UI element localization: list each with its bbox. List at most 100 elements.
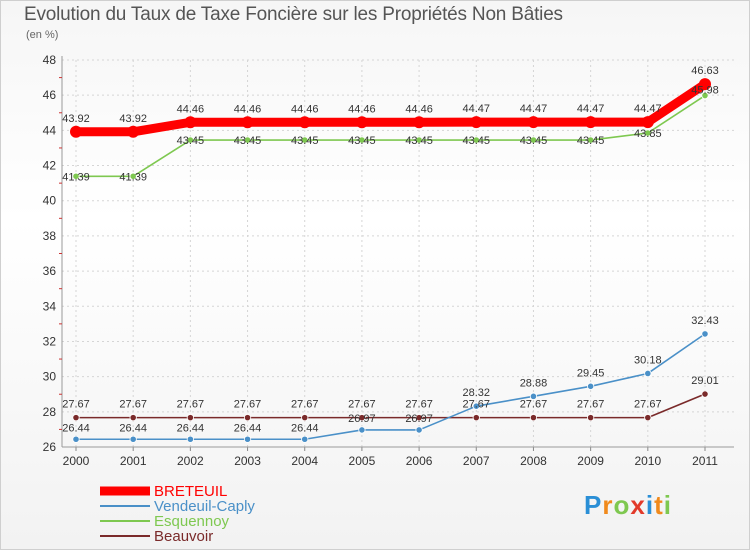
series-line-breteuil xyxy=(76,80,708,137)
y-tick-label: 36 xyxy=(43,264,57,278)
data-label: 44.47 xyxy=(577,103,605,115)
data-label: 26.44 xyxy=(291,422,319,434)
data-point xyxy=(301,414,309,422)
data-point xyxy=(415,426,423,434)
y-tick-label: 26 xyxy=(43,440,57,454)
data-point xyxy=(587,382,595,390)
data-point xyxy=(644,129,652,137)
y-tick-label: 48 xyxy=(43,53,57,67)
x-tick-label: 2008 xyxy=(520,454,547,468)
legend-entry: Esquennoy xyxy=(154,513,230,530)
data-label: 43.45 xyxy=(405,135,433,147)
series-line-beauvoir xyxy=(76,393,706,419)
proxiti-logo: Proxiti xyxy=(584,490,672,521)
data-label: 28.32 xyxy=(463,387,491,399)
x-tick-label: 2003 xyxy=(234,454,261,468)
data-label: 29.01 xyxy=(691,375,719,387)
data-point xyxy=(641,116,654,129)
x-tick-label: 2001 xyxy=(120,454,147,468)
x-tick-label: 2010 xyxy=(634,454,661,468)
data-point xyxy=(529,414,538,422)
series-lines xyxy=(70,78,711,443)
data-point xyxy=(243,136,252,144)
data-label: 27.67 xyxy=(291,399,319,411)
x-tick-label: 2009 xyxy=(577,454,604,468)
data-point xyxy=(358,136,366,144)
data-point xyxy=(186,435,194,443)
data-label: 27.67 xyxy=(348,399,376,411)
data-label: 44.46 xyxy=(348,103,376,115)
data-point xyxy=(472,136,480,144)
data-label: 26.97 xyxy=(405,413,433,425)
data-point xyxy=(358,414,366,422)
data-label: 43.45 xyxy=(291,135,319,147)
data-point xyxy=(184,116,197,129)
data-point xyxy=(129,172,137,180)
data-point xyxy=(413,116,426,129)
data-point xyxy=(701,91,709,100)
data-point xyxy=(584,116,597,129)
data-label: 41.39 xyxy=(119,171,147,183)
legend-entry: Vendeuil-Caply xyxy=(154,498,255,515)
logo-letter: o xyxy=(613,490,631,520)
y-tick-label: 34 xyxy=(43,299,57,313)
data-label: 43.92 xyxy=(62,113,90,125)
x-tick-label: 2006 xyxy=(406,454,433,468)
data-point xyxy=(241,116,254,129)
data-point xyxy=(72,435,80,443)
data-label: 27.67 xyxy=(405,399,433,411)
data-point xyxy=(301,136,309,144)
data-point xyxy=(527,116,540,129)
data-label: 43.85 xyxy=(634,128,662,140)
logo-letter: i xyxy=(645,490,655,520)
data-label: 27.67 xyxy=(520,399,548,411)
data-label: 30.18 xyxy=(634,354,662,366)
data-label: 44.47 xyxy=(520,103,548,115)
data-labels: 43.92 43.92 44.46 44.46 44.46 44.46 44.46 44.47… xyxy=(62,65,719,434)
data-label: 26.44 xyxy=(234,422,262,434)
data-point xyxy=(355,116,368,129)
data-label: 28.88 xyxy=(520,377,548,389)
data-label: 44.46 xyxy=(405,103,433,115)
y-tick-label: 30 xyxy=(43,370,57,384)
data-point xyxy=(243,414,252,422)
data-label: 27.67 xyxy=(577,399,605,411)
data-label: 44.46 xyxy=(234,103,262,115)
legend-entry: Beauvoir xyxy=(154,528,213,545)
data-label: 29.45 xyxy=(577,367,605,379)
data-label: 45.98 xyxy=(691,85,719,97)
logo-letter: i xyxy=(663,490,672,520)
chart-title: Evolution du Taux de Taxe Foncière sur l… xyxy=(24,4,563,25)
x-tick-label: 2000 xyxy=(63,454,90,468)
data-point xyxy=(644,369,652,378)
data-point xyxy=(699,78,711,91)
y-tick-label: 46 xyxy=(43,88,57,102)
data-label: 43.45 xyxy=(577,135,605,147)
y-tick-label: 44 xyxy=(43,123,57,137)
data-label: 44.47 xyxy=(634,103,662,115)
data-label: 44.46 xyxy=(177,103,205,115)
data-point xyxy=(587,136,595,144)
data-label: 44.47 xyxy=(463,103,491,115)
grid-lines xyxy=(62,59,734,448)
data-point xyxy=(470,116,483,129)
y-tick-label: 28 xyxy=(43,405,57,419)
y-tick-label: 32 xyxy=(43,334,57,348)
data-point xyxy=(701,390,709,398)
x-tick-label: 2002 xyxy=(177,454,204,468)
data-point xyxy=(358,426,366,434)
y-axis-unit: (en %) xyxy=(26,29,59,41)
series-line-esquennoy xyxy=(76,94,706,178)
data-point xyxy=(415,136,423,144)
data-point xyxy=(529,136,538,144)
data-label: 43.45 xyxy=(234,135,262,147)
x-tick-label: 2004 xyxy=(291,454,318,468)
logo-letter: r xyxy=(602,490,614,520)
data-label: 26.44 xyxy=(119,422,147,434)
logo-letter: t xyxy=(654,490,664,520)
data-label: 43.45 xyxy=(520,135,548,147)
data-point xyxy=(186,136,194,144)
